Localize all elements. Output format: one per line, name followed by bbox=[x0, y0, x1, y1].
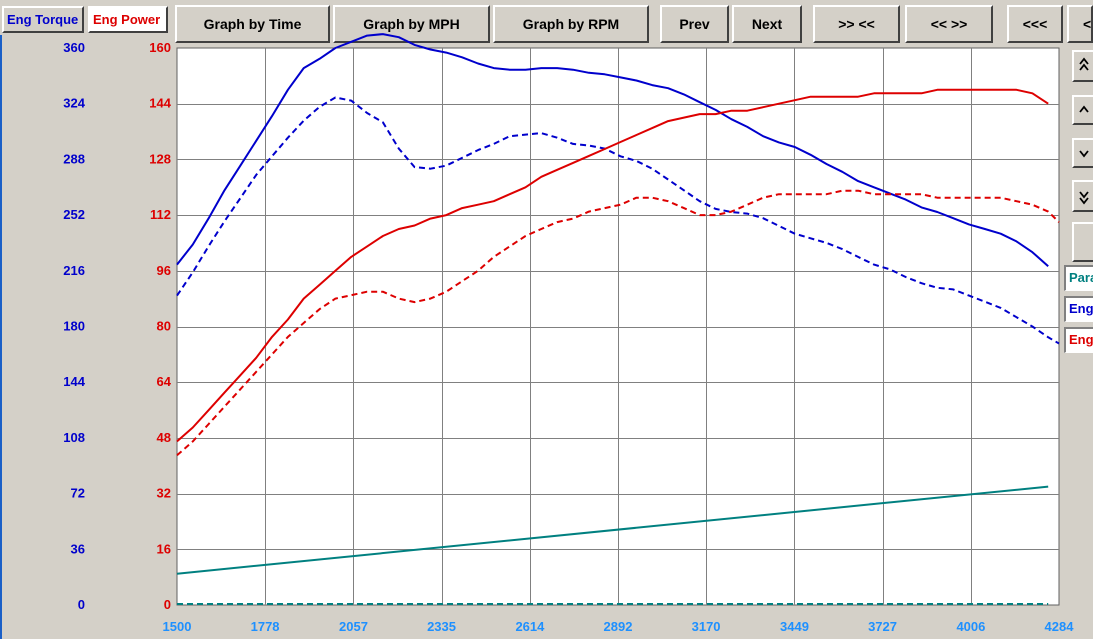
page-up-icon[interactable] bbox=[1072, 50, 1093, 82]
series-lines bbox=[176, 33, 1060, 605]
series-line-2 bbox=[176, 88, 1049, 443]
next-button[interactable]: Next bbox=[732, 5, 802, 43]
x-tick-label: 2614 bbox=[515, 619, 545, 634]
scroll-left-button[interactable]: <<< bbox=[1007, 5, 1063, 43]
y-right-tick-label: 160 bbox=[149, 40, 171, 55]
legend-label-power: Eng bbox=[1069, 332, 1093, 347]
y-right-tick-label: 80 bbox=[157, 319, 171, 334]
zoom-in-button[interactable]: >> << bbox=[813, 5, 900, 43]
tab-eng-torque[interactable]: Eng Torque bbox=[2, 6, 84, 33]
page-down-icon[interactable] bbox=[1072, 180, 1093, 212]
graph-by-rpm-button[interactable]: Graph by RPM bbox=[493, 5, 649, 43]
y-left-tick-label: 72 bbox=[71, 486, 85, 501]
y-right-tick-label: 48 bbox=[157, 430, 171, 445]
x-tick-label: 3170 bbox=[692, 619, 721, 634]
y-right-tick-label: 16 bbox=[157, 541, 171, 556]
left-border-stripe bbox=[0, 35, 2, 639]
y-left-tick-label: 36 bbox=[71, 541, 85, 556]
grid-lines bbox=[176, 47, 1060, 606]
tab-eng-power[interactable]: Eng Power bbox=[88, 6, 168, 33]
axis-tick-labels: 1500 1778 2057 2335 2614 2892 3170 3449 3727 4006… bbox=[63, 40, 1074, 634]
series-line-1 bbox=[176, 96, 1060, 345]
y-right-tick-label: 112 bbox=[150, 207, 171, 222]
y-left-tick-label: 0 bbox=[78, 597, 85, 612]
x-tick-label: 1778 bbox=[251, 619, 280, 634]
y-left-tick-label: 144 bbox=[63, 374, 85, 389]
blank-side-button[interactable] bbox=[1072, 222, 1093, 262]
series-line-0 bbox=[176, 33, 1049, 267]
x-tick-label: 4006 bbox=[956, 619, 985, 634]
series-line-3 bbox=[176, 189, 1060, 457]
y-left-tick-label: 360 bbox=[63, 40, 85, 55]
x-tick-label: 3449 bbox=[780, 619, 809, 634]
y-right-tick-label: 144 bbox=[149, 96, 171, 111]
y-right-tick-label: 64 bbox=[157, 374, 172, 389]
x-tick-label: 1500 bbox=[163, 619, 192, 634]
y-left-tick-label: 180 bbox=[63, 319, 85, 334]
y-left-tick-label: 288 bbox=[63, 151, 85, 166]
scroll-down-icon[interactable] bbox=[1072, 138, 1093, 168]
y-left-tick-label: 216 bbox=[63, 263, 85, 278]
extra-left-button[interactable]: < bbox=[1067, 5, 1093, 43]
y-left-tick-label: 108 bbox=[63, 430, 85, 445]
y-right-tick-label: 96 bbox=[157, 263, 171, 278]
y-left-tick-label: 252 bbox=[63, 207, 85, 222]
x-tick-label: 2892 bbox=[604, 619, 633, 634]
legend-label-torque: Eng bbox=[1069, 301, 1093, 316]
x-tick-label: 2335 bbox=[427, 619, 456, 634]
graph-by-time-button[interactable]: Graph by Time bbox=[175, 5, 330, 43]
scroll-up-icon[interactable] bbox=[1072, 95, 1093, 125]
y-right-tick-label: 0 bbox=[164, 597, 171, 612]
prev-button[interactable]: Prev bbox=[660, 5, 729, 43]
series-line-4 bbox=[176, 485, 1049, 575]
y-left-tick-label: 324 bbox=[63, 96, 85, 111]
graph-by-mph-button[interactable]: Graph by MPH bbox=[333, 5, 490, 43]
x-tick-label: 3727 bbox=[868, 619, 897, 634]
x-tick-label: 2057 bbox=[339, 619, 368, 634]
legend-item-torque[interactable]: Eng bbox=[1064, 296, 1093, 322]
legend-item-power[interactable]: Eng bbox=[1064, 327, 1093, 353]
x-tick-label: 4284 bbox=[1045, 619, 1075, 634]
legend-label-parameter: Para bbox=[1069, 270, 1093, 285]
y-right-tick-label: 128 bbox=[149, 151, 171, 166]
y-right-tick-label: 32 bbox=[157, 486, 171, 501]
legend-item-parameter[interactable]: Para bbox=[1064, 265, 1093, 291]
zoom-out-button[interactable]: << >> bbox=[905, 5, 993, 43]
